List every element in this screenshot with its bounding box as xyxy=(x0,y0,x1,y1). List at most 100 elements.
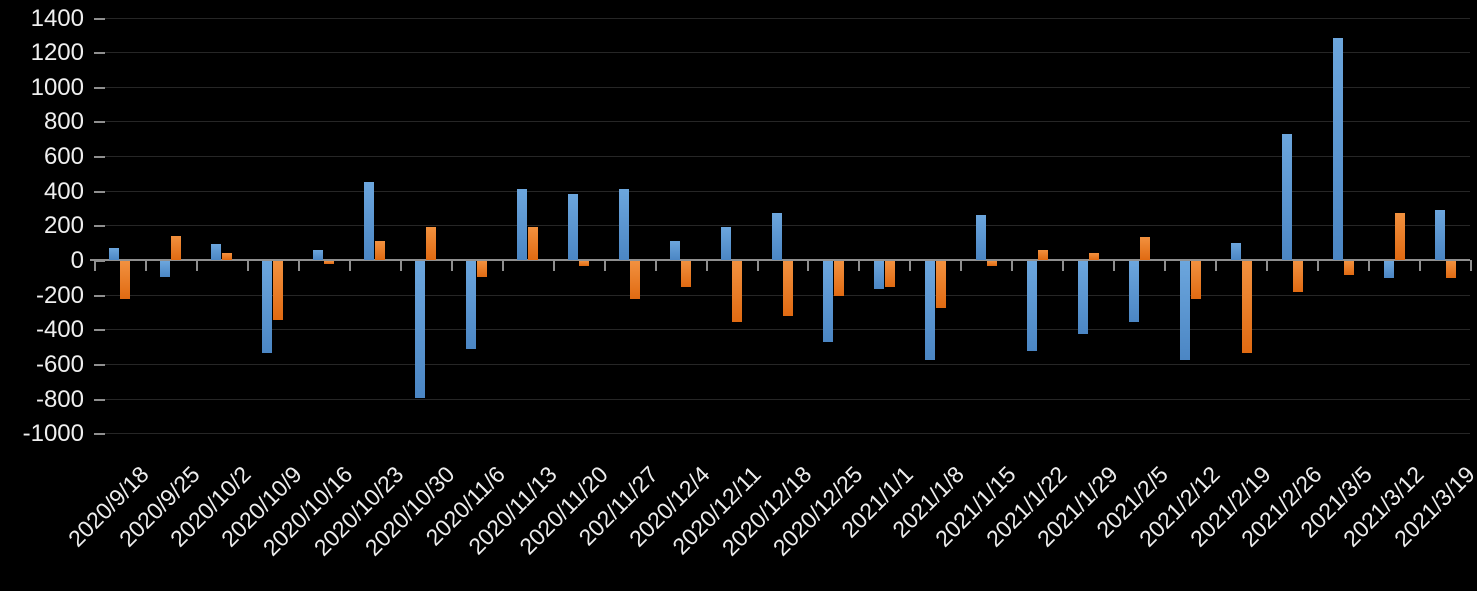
y-axis-label: 1200 xyxy=(30,39,84,66)
bar-series-orange xyxy=(936,261,946,308)
x-axis-tick xyxy=(298,260,300,271)
gridline xyxy=(94,399,1470,400)
y-axis-tick xyxy=(94,52,105,54)
x-axis-tick xyxy=(604,260,606,271)
bar-series-blue xyxy=(1435,210,1445,260)
bar-series-orange xyxy=(783,261,793,316)
bar-series-blue xyxy=(772,213,782,260)
bar-series-blue xyxy=(1078,261,1088,334)
bar-series-blue xyxy=(160,261,170,277)
bar-series-blue xyxy=(1333,38,1343,260)
bar-series-blue xyxy=(415,261,425,398)
x-axis-tick xyxy=(349,260,351,271)
x-axis-tick xyxy=(400,260,402,271)
x-axis-tick xyxy=(553,260,555,271)
x-axis-tick xyxy=(706,260,708,271)
bar-series-orange xyxy=(324,261,334,264)
bar-series-blue xyxy=(466,261,476,349)
bar-series-blue xyxy=(976,215,986,260)
bar-series-orange xyxy=(528,227,538,260)
y-axis-tick xyxy=(94,87,105,89)
y-axis-tick xyxy=(94,18,105,20)
y-axis-tick xyxy=(94,121,105,123)
bar-series-orange xyxy=(273,261,283,320)
gridline xyxy=(94,329,1470,330)
x-axis-tick xyxy=(655,260,657,271)
y-axis-label: -200 xyxy=(35,282,84,309)
y-axis-label: 200 xyxy=(43,212,84,239)
gridline xyxy=(94,156,1470,157)
gridline xyxy=(94,121,1470,122)
y-axis-label: -600 xyxy=(35,351,84,378)
bar-series-orange xyxy=(834,261,844,296)
bar-series-orange xyxy=(477,261,487,277)
y-axis-tick xyxy=(94,433,105,435)
y-axis-label: -400 xyxy=(35,316,84,343)
bar-series-blue xyxy=(925,261,935,360)
bar-series-orange xyxy=(987,261,997,266)
y-axis-tick xyxy=(94,156,105,158)
x-axis-tick xyxy=(1266,260,1268,271)
y-axis-tick xyxy=(94,191,105,193)
x-axis-tick xyxy=(960,260,962,271)
bar-series-blue xyxy=(568,194,578,260)
bar-series-orange xyxy=(630,261,640,299)
bar-series-blue xyxy=(313,250,323,260)
bar-series-blue xyxy=(823,261,833,342)
bar-series-blue xyxy=(1282,134,1292,260)
gridline xyxy=(94,18,1470,19)
y-axis-tick xyxy=(94,225,105,227)
y-axis-label: 800 xyxy=(43,108,84,135)
gridline xyxy=(94,433,1470,434)
bar-series-blue xyxy=(721,227,731,260)
bar-series-orange xyxy=(171,236,181,260)
x-axis-tick xyxy=(94,260,96,271)
gridline xyxy=(94,225,1470,226)
bar-series-orange xyxy=(222,253,232,260)
x-axis-line xyxy=(90,259,1470,261)
bar-series-orange xyxy=(579,261,589,266)
bar-series-orange xyxy=(885,261,895,287)
bar-series-blue xyxy=(517,189,527,260)
y-axis-label: -1000 xyxy=(22,420,84,447)
bar-series-blue xyxy=(670,241,680,260)
bar-series-blue xyxy=(1231,243,1241,260)
bar-series-orange xyxy=(120,261,130,299)
bar-series-orange xyxy=(1446,261,1456,278)
y-axis-tick xyxy=(94,364,105,366)
x-axis-tick xyxy=(196,260,198,271)
y-axis-tick xyxy=(94,329,105,331)
y-axis-tick xyxy=(94,295,105,297)
bar-series-orange xyxy=(1293,261,1303,292)
x-axis-tick xyxy=(1164,260,1166,271)
bar-series-blue xyxy=(874,261,884,289)
x-axis-tick xyxy=(1368,260,1370,271)
x-axis-tick xyxy=(1113,260,1115,271)
bar-series-blue xyxy=(619,189,629,260)
bar-series-orange xyxy=(1038,250,1048,260)
y-axis-label: 400 xyxy=(43,178,84,205)
y-axis-label: -800 xyxy=(35,386,84,413)
x-axis-tick xyxy=(145,260,147,271)
gridline xyxy=(94,364,1470,365)
gridline xyxy=(94,191,1470,192)
bar-series-blue xyxy=(109,248,119,260)
bar-series-orange xyxy=(1140,237,1150,260)
bar-series-orange xyxy=(426,227,436,260)
x-axis-tick xyxy=(909,260,911,271)
bar-series-orange xyxy=(375,241,385,260)
gridline xyxy=(94,87,1470,88)
gridline xyxy=(94,52,1470,53)
bar-series-orange xyxy=(732,261,742,322)
bar-series-blue xyxy=(262,261,272,353)
bar-series-blue xyxy=(1180,261,1190,360)
bar-series-blue xyxy=(211,244,221,260)
bar-series-orange xyxy=(1242,261,1252,353)
bar-series-orange xyxy=(1395,213,1405,260)
x-axis-tick xyxy=(1011,260,1013,271)
y-axis-tick xyxy=(94,399,105,401)
x-axis-tick xyxy=(502,260,504,271)
y-axis-label: 1400 xyxy=(30,5,84,32)
x-axis-tick xyxy=(858,260,860,271)
